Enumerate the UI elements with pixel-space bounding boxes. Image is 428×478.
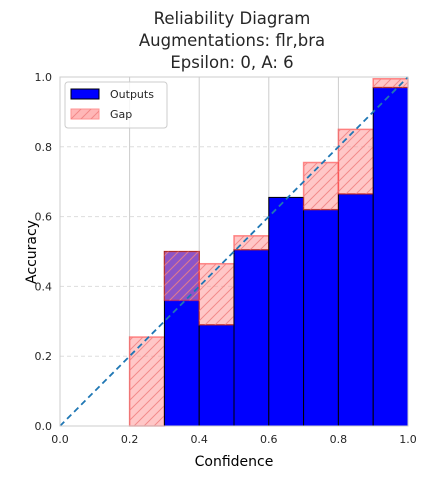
y-tick-label: 0.6 [35,211,53,224]
outputs-bar [337,193,374,427]
legend-swatch-outputs [70,88,100,100]
legend-label-gap: Gap [110,108,132,121]
chart-title-line-3: Epsilon: 0, A: 6 [170,53,293,72]
outputs-bar [303,209,339,427]
outputs-bar [198,324,235,427]
x-tick-label: 1.0 [399,433,417,446]
y-tick-label: 0.4 [35,280,53,293]
gap-bar-hatch [129,337,165,426]
y-tick-label: 0.0 [35,420,53,433]
gap-bar-hatch [164,251,200,301]
diagonal-line [59,76,409,427]
gap-bar-hatch [234,235,269,250]
chart-title: Reliability Diagram Augmentations: flr,b… [139,9,325,72]
chart-title-line-2: Augmentations: flr,bra [139,31,325,50]
y-tick-label: 0.2 [35,350,53,363]
gap-bar-hatch [303,162,339,210]
gap-bar-hatch [199,263,234,325]
bars-layer [128,77,409,427]
y-tick-label: 0.8 [35,141,53,154]
x-tick-label: 0.4 [190,433,208,446]
chart-title-line-1: Reliability Diagram [154,9,311,28]
outputs-bar [233,249,270,427]
gap-bar-hatch [373,78,408,88]
perfect-calibration-line [59,76,409,427]
legend: Outputs Gap [64,81,168,129]
plot-frame [59,76,409,427]
legend-swatch-gap-hatch [71,109,99,119]
axis-ticks: 0.0 0.2 0.4 0.6 0.8 1.0 0.0 0.2 0.4 0.6 0.8 1.0 [35,71,417,446]
gap-bar-hatch [338,129,374,194]
x-tick-label: 0.2 [121,433,139,446]
legend-label-outputs: Outputs [110,88,154,101]
y-axis-label: Accuracy [24,220,40,284]
x-axis-label: Confidence [195,454,274,470]
x-tick-label: 0.8 [330,433,348,446]
outputs-bar [268,196,305,427]
x-tick-label: 0.6 [260,433,278,446]
x-tick-label: 0.0 [51,433,69,446]
outputs-bar [372,86,409,427]
y-tick-label: 1.0 [35,71,53,84]
